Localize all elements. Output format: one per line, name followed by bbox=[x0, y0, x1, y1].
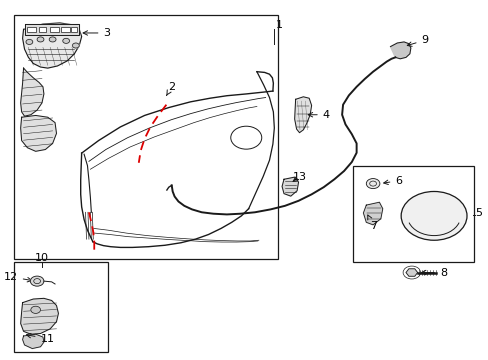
Polygon shape bbox=[390, 42, 410, 59]
Text: 1: 1 bbox=[276, 20, 283, 30]
Bar bbox=[39, 27, 46, 32]
Text: 3: 3 bbox=[83, 28, 110, 38]
Text: 2: 2 bbox=[166, 82, 174, 95]
Bar bbox=[71, 27, 77, 32]
Text: 5: 5 bbox=[474, 208, 481, 218]
Text: 12: 12 bbox=[3, 272, 32, 282]
Circle shape bbox=[400, 192, 466, 240]
Text: 9: 9 bbox=[407, 35, 428, 46]
Circle shape bbox=[31, 306, 41, 314]
Text: 8: 8 bbox=[421, 267, 446, 278]
Polygon shape bbox=[24, 24, 79, 35]
Text: 7: 7 bbox=[367, 215, 376, 231]
Polygon shape bbox=[363, 202, 382, 225]
Polygon shape bbox=[20, 298, 58, 334]
Bar bbox=[14, 15, 277, 259]
Polygon shape bbox=[22, 23, 81, 68]
Bar bbox=[50, 27, 59, 32]
Polygon shape bbox=[20, 116, 57, 151]
Text: 13: 13 bbox=[292, 172, 306, 182]
Polygon shape bbox=[20, 68, 44, 116]
Polygon shape bbox=[282, 177, 298, 196]
Circle shape bbox=[366, 179, 379, 189]
Circle shape bbox=[230, 126, 261, 149]
Text: 11: 11 bbox=[26, 333, 54, 343]
Polygon shape bbox=[405, 269, 417, 276]
Polygon shape bbox=[294, 97, 311, 133]
Text: 10: 10 bbox=[35, 253, 49, 263]
Text: 4: 4 bbox=[307, 110, 329, 120]
Circle shape bbox=[37, 37, 44, 42]
Circle shape bbox=[62, 39, 69, 43]
Bar bbox=[61, 27, 70, 32]
Circle shape bbox=[72, 43, 79, 48]
Circle shape bbox=[30, 276, 44, 286]
Circle shape bbox=[49, 37, 56, 42]
Polygon shape bbox=[22, 334, 44, 348]
Bar bbox=[27, 27, 36, 32]
Text: 6: 6 bbox=[383, 176, 402, 186]
Bar bbox=[14, 262, 108, 352]
Bar bbox=[352, 166, 473, 262]
Circle shape bbox=[26, 40, 33, 44]
